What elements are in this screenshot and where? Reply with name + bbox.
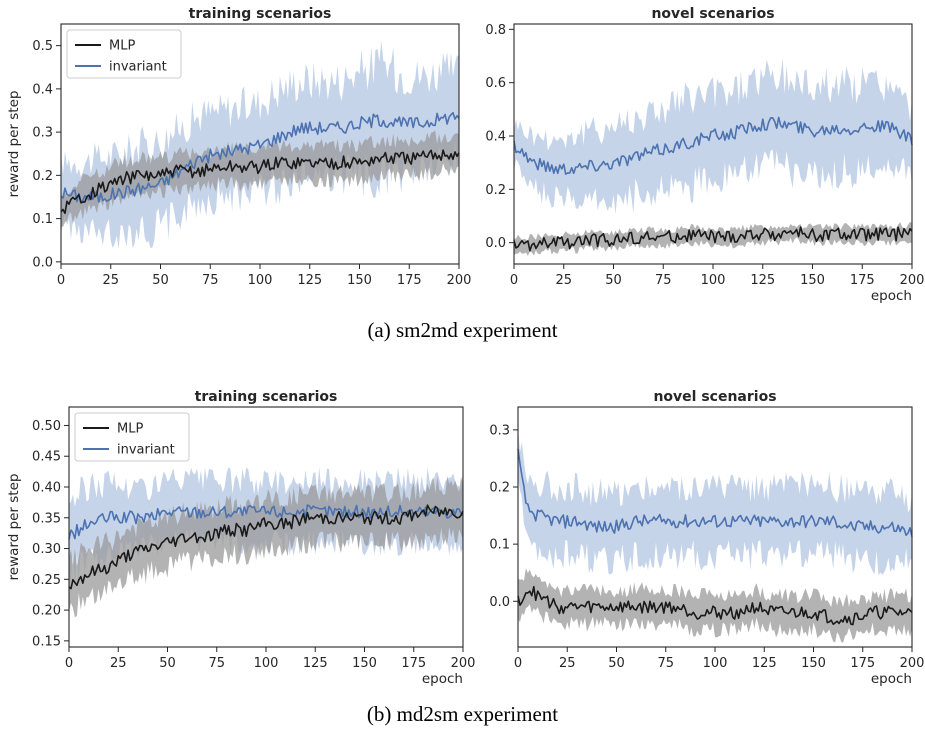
series-line-mlp bbox=[517, 585, 913, 626]
x-tick-label: 50 bbox=[608, 656, 625, 671]
x-tick-label: 200 bbox=[900, 656, 925, 671]
y-tick-label: 0.0 bbox=[32, 255, 53, 270]
chart-title: training scenarios bbox=[189, 6, 332, 22]
y-tick-label: 0.4 bbox=[485, 130, 506, 145]
chart-title: novel scenarios bbox=[651, 6, 774, 22]
series-line-invariant bbox=[60, 111, 460, 203]
band-invariant bbox=[61, 40, 459, 249]
legend: MLP invariant bbox=[74, 412, 190, 462]
x-tick-label: 150 bbox=[347, 273, 372, 288]
y-tick-label: 0.35 bbox=[32, 511, 61, 526]
y-tick-label: 0.20 bbox=[32, 604, 61, 619]
x-tick-label: 175 bbox=[850, 273, 875, 288]
band-mlp bbox=[61, 130, 459, 227]
x-tick-label: 125 bbox=[752, 656, 777, 671]
y-tick-label: 0.1 bbox=[489, 538, 510, 553]
x-tick-label: 0 bbox=[510, 273, 518, 288]
x-tick-label: 100 bbox=[254, 656, 279, 671]
x-tick-label: 25 bbox=[559, 656, 576, 671]
series-line-mlp bbox=[60, 149, 460, 215]
x-tick-label: 200 bbox=[900, 273, 925, 288]
series-line-mlp bbox=[513, 226, 913, 252]
band-invariant bbox=[514, 58, 912, 215]
y-tick-label: 0.2 bbox=[485, 183, 506, 198]
caption-b: (b) md2sm experiment bbox=[366, 702, 559, 726]
x-tick-label: 175 bbox=[397, 273, 422, 288]
series-line-mlp bbox=[68, 504, 464, 590]
x-tick-label: 50 bbox=[605, 273, 622, 288]
y-tick-label: 0.50 bbox=[32, 419, 61, 434]
x-tick-label: 100 bbox=[248, 273, 273, 288]
x-tick-label: 0 bbox=[65, 656, 73, 671]
x-tick-label: 75 bbox=[202, 273, 219, 288]
x-tick-label: 50 bbox=[152, 273, 169, 288]
y-tick-label: 0.8 bbox=[485, 23, 506, 38]
y-tick-label: 0.2 bbox=[489, 481, 510, 496]
y-tick-label: 0.0 bbox=[485, 236, 506, 251]
y-axis-label: reward per step bbox=[6, 91, 22, 198]
x-tick-label: 200 bbox=[447, 273, 472, 288]
y-tick-label: 0.5 bbox=[32, 39, 53, 54]
band-invariant bbox=[518, 427, 912, 576]
x-tick-label: 150 bbox=[352, 656, 377, 671]
x-tick-label: 25 bbox=[555, 273, 572, 288]
x-tick-label: 75 bbox=[657, 656, 674, 671]
y-tick-label: 0.1 bbox=[32, 212, 53, 227]
x-tick-label: 100 bbox=[701, 273, 726, 288]
y-tick-label: 0.0 bbox=[489, 595, 510, 610]
x-tick-label: 75 bbox=[208, 656, 225, 671]
x-axis-label: epoch bbox=[871, 288, 912, 304]
legend-label-mlp: MLP bbox=[109, 39, 135, 54]
y-tick-label: 0.40 bbox=[32, 481, 61, 496]
chart-panel-1: 0 25 50 75 100 125 150 175 200 0.0 0.1 0.2 0.3 0.4 0.5… bbox=[6, 6, 471, 288]
y-tick-label: 0.2 bbox=[32, 169, 53, 184]
y-tick-label: 0.6 bbox=[485, 76, 506, 91]
chart-panel-2: 0 25 50 75 100 125 150 175 200 0.0 0.2 0.4 0.6 0.8 nov… bbox=[485, 6, 924, 304]
band-mlp bbox=[518, 568, 912, 643]
x-tick-label: 175 bbox=[401, 656, 426, 671]
legend: MLP invariant bbox=[66, 29, 182, 79]
x-tick-label: 150 bbox=[801, 656, 826, 671]
x-tick-label: 75 bbox=[655, 273, 672, 288]
x-tick-label: 50 bbox=[159, 656, 176, 671]
y-tick-label: 0.45 bbox=[32, 450, 61, 465]
chart-panel-3: 0 25 50 75 100 125 150 175 200 0.15 0.20 0.25 0.30 0.… bbox=[6, 389, 475, 687]
x-tick-label: 125 bbox=[750, 273, 775, 288]
x-tick-label: 25 bbox=[102, 273, 119, 288]
band-mlp bbox=[514, 221, 912, 256]
chart-title: novel scenarios bbox=[653, 389, 776, 405]
series-line-invariant bbox=[68, 504, 464, 540]
chart-title: training scenarios bbox=[195, 389, 338, 405]
x-tick-label: 125 bbox=[303, 656, 328, 671]
series-line-invariant bbox=[513, 116, 913, 175]
legend-label-mlp: MLP bbox=[117, 422, 143, 437]
x-axis-label: epoch bbox=[871, 671, 912, 687]
x-axis-label: epoch bbox=[422, 671, 463, 687]
y-tick-label: 0.30 bbox=[32, 542, 61, 557]
x-tick-label: 150 bbox=[800, 273, 825, 288]
x-tick-label: 200 bbox=[451, 656, 476, 671]
y-tick-label: 0.15 bbox=[32, 634, 61, 649]
series-line-invariant bbox=[517, 448, 913, 537]
y-axis-label: reward per step bbox=[6, 474, 22, 581]
x-tick-label: 0 bbox=[514, 656, 522, 671]
y-tick-label: 0.3 bbox=[489, 423, 510, 438]
y-tick-label: 0.4 bbox=[32, 82, 53, 97]
y-tick-label: 0.3 bbox=[32, 126, 53, 141]
x-tick-label: 25 bbox=[110, 656, 127, 671]
chart-panel-4: 0 25 50 75 100 125 150 175 200 0.0 0.1 0.2 0.3 novel … bbox=[489, 389, 924, 687]
legend-label-invariant: invariant bbox=[117, 443, 175, 458]
x-tick-label: 100 bbox=[703, 656, 728, 671]
x-tick-label: 175 bbox=[850, 656, 875, 671]
y-tick-label: 0.25 bbox=[32, 573, 61, 588]
caption-a: (a) sm2md experiment bbox=[367, 318, 558, 342]
x-tick-label: 0 bbox=[57, 273, 65, 288]
legend-label-invariant: invariant bbox=[109, 60, 167, 75]
x-tick-label: 125 bbox=[297, 273, 322, 288]
